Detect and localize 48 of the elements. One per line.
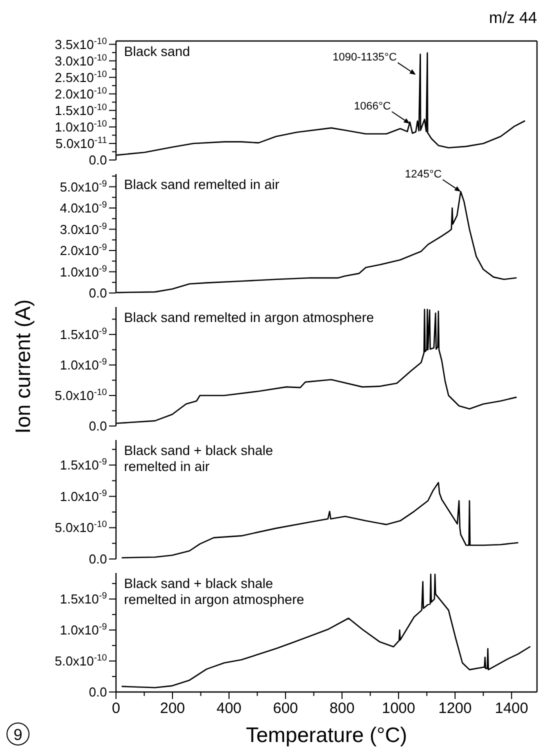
y-tick-label: 2.0x10$^{-10}$ <box>54 85 107 102</box>
y-tick-label: 5.0x10$^{-11}$ <box>55 135 107 152</box>
y-tick-label: 0.0 <box>88 684 107 700</box>
y-tick-label: 3.0x10$^{-10}$ <box>54 52 107 68</box>
y-tick-label: 1.5x10$^{-9}$ <box>60 590 107 607</box>
annotation: 1090-1135°C <box>332 52 397 64</box>
y-tick-label: 1.5x10$^{-9}$ <box>60 326 107 342</box>
y-tick-label: 0.0 <box>88 286 107 301</box>
y-tick-label: 1.0x10$^{-9}$ <box>60 622 107 638</box>
text: m/z 44 <box>488 10 538 27</box>
y-tick-label: 5.0x10$^{-10}$ <box>54 652 107 669</box>
line-series <box>122 482 518 558</box>
x-tick-label: 600 <box>273 700 298 717</box>
x-tick-label: 200 <box>160 700 186 717</box>
y-tick-label: 1.0x10$^{-9}$ <box>60 263 107 280</box>
y-tick-label: 3.0x10$^{-9}$ <box>60 220 107 237</box>
text: Black sand + black shale remelted in air <box>124 443 273 474</box>
x-axis-title: Temperature (°C) <box>246 724 408 747</box>
x-tick-label: 400 <box>216 700 242 717</box>
y-tick-label: 0.0 <box>88 418 107 434</box>
y-tick-label: 0.0 <box>88 152 107 168</box>
y-tick-label: 1.5x10$^{-10}$ <box>54 102 107 118</box>
chart-title: Black sand remelted in argon atmosphere <box>124 310 374 325</box>
y-tick-label: 4.0x10$^{-9}$ <box>60 200 107 216</box>
y-axis-title: Ion current (A) <box>12 299 35 434</box>
y-tick-label: 1.0x10$^{-10}$ <box>54 118 107 134</box>
chart-title: Black sand remelted in air <box>124 177 280 192</box>
y-tick-label: 1.0x10$^{-9}$ <box>60 488 107 504</box>
x-tick-label: 0 <box>112 700 120 717</box>
annotation: 1245°C <box>404 168 442 181</box>
y-tick-label: 5.0x10$^{-9}$ <box>60 178 107 194</box>
x-tick-label: 1400 <box>494 700 528 717</box>
chart-title: Black sand <box>124 44 190 59</box>
y-tick-label: 0.0 <box>88 552 107 567</box>
y-tick-label: 3.5x10$^{-10}$ <box>54 36 107 52</box>
text: 9 <box>14 726 23 744</box>
y-tick-label: 5.0x10$^{-10}$ <box>54 519 107 536</box>
text: Black sand + black shale remelted in argon atmosphere <box>124 576 304 607</box>
annotation: 1066°C <box>354 100 391 113</box>
y-tick-label: 2.5x10$^{-10}$ <box>54 68 107 85</box>
line-series <box>122 574 531 688</box>
y-tick-label: 1.5x10$^{-9}$ <box>60 456 107 473</box>
x-tick-label: 1000 <box>382 700 416 717</box>
x-tick-label: 1200 <box>438 700 472 717</box>
y-tick-label: 5.0x10$^{-10}$ <box>54 387 107 404</box>
y-tick-label: 1.0x10$^{-9}$ <box>60 356 107 373</box>
x-tick-label: 800 <box>330 700 355 717</box>
y-tick-label: 2.0x10$^{-9}$ <box>60 242 107 258</box>
